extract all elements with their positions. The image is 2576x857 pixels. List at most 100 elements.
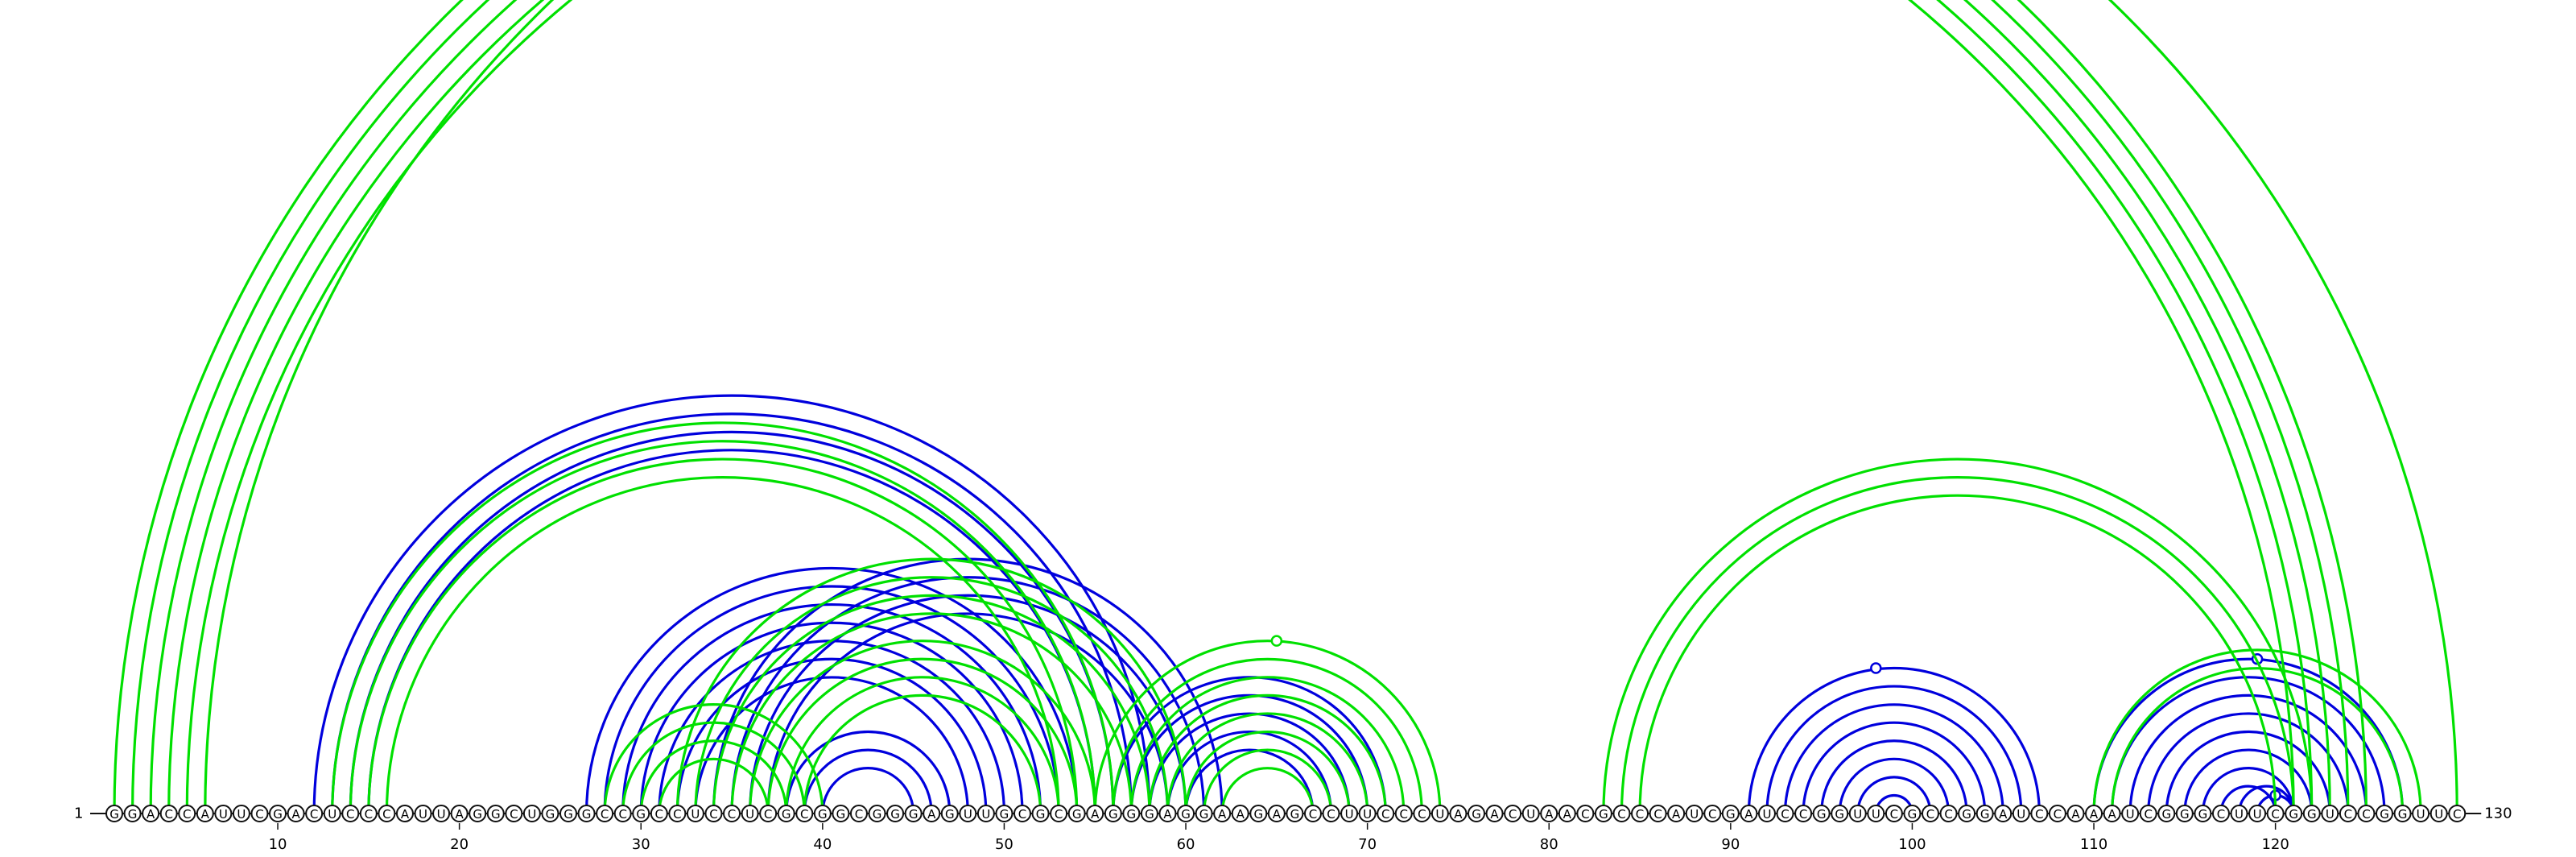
nucleotide: U: [1868, 805, 1884, 822]
nucleotide-letter: A: [1563, 807, 1572, 822]
nucleotide-letter: U: [219, 807, 228, 822]
nucleotide-letter: G: [1072, 807, 1082, 822]
nucleotide: C: [251, 805, 267, 822]
nucleotide-letter: G: [1599, 807, 1608, 822]
nucleotide-letter: U: [745, 807, 754, 822]
nucleotide-letter: G: [1253, 807, 1263, 822]
nucleotide: U: [960, 805, 976, 822]
nucleotide-letter: C: [1055, 807, 1063, 822]
nucleotide: G: [1723, 805, 1739, 822]
nucleotide: C: [1941, 805, 1957, 822]
nucleotide: U: [2249, 805, 2265, 822]
tick-label: 30: [632, 836, 650, 853]
nucleotide: G: [996, 805, 1012, 822]
nucleotide-letter: G: [890, 807, 900, 822]
nucleotide-letter: G: [636, 807, 646, 822]
nucleotide-letter: G: [873, 807, 882, 822]
base-pair-arc: [187, 0, 2293, 814]
nucleotide: G: [2304, 805, 2320, 822]
nucleotide-letter: G: [1199, 807, 1209, 822]
nucleotide: G: [542, 805, 558, 822]
nucleotide: G: [1286, 805, 1302, 822]
nucleotide: A: [1487, 805, 1503, 822]
nucleotide-letter: G: [1108, 807, 1118, 822]
nucleotide: C: [1922, 805, 1938, 822]
nucleotide-letter: C: [346, 807, 354, 822]
nucleotide-letter: G: [2398, 807, 2408, 822]
nucleotide-letter: G: [909, 807, 919, 822]
nucleotide: A: [197, 805, 213, 822]
nucleotide: C: [1396, 805, 1412, 822]
nucleotide: U: [1759, 805, 1775, 822]
nucleotide-letter: C: [183, 807, 191, 822]
nucleotide: C: [1414, 805, 1430, 822]
nucleotide-letter: G: [546, 807, 555, 822]
nucleotide-letter: C: [2344, 807, 2352, 822]
nucleotide-letter: U: [237, 807, 246, 822]
nucleotide: G: [1141, 805, 1158, 822]
nucleotide-letter: G: [1835, 807, 1844, 822]
nucleotide: C: [1632, 805, 1648, 822]
nucleotide-letter: C: [255, 807, 263, 822]
nucleotide-letter: G: [1962, 807, 1971, 822]
nucleotide: G: [270, 805, 286, 822]
nucleotide: A: [1559, 805, 1575, 822]
nucleotide: G: [1468, 805, 1484, 822]
nucleotide: C: [1795, 805, 1811, 822]
nucleotide-letter: G: [491, 807, 501, 822]
nucleotide-letter: A: [1490, 807, 1499, 822]
nucleotide: U: [687, 805, 704, 822]
nucleotide: G: [1959, 805, 1975, 822]
nucleotide: A: [2086, 805, 2102, 822]
nucleotide-letter: C: [1581, 807, 1589, 822]
nucleotide: A: [923, 805, 939, 822]
nucleotide-letter: U: [419, 807, 427, 822]
nucleotide-letter: C: [1926, 807, 1934, 822]
base-pair-arc: [350, 441, 1095, 814]
nucleotide-letter: A: [2107, 807, 2116, 822]
nucleotide-letter: C: [2217, 807, 2225, 822]
nucleotide-letter: G: [1817, 807, 1827, 822]
nucleotide: U: [1360, 805, 1376, 822]
nucleotide-letter: C: [1400, 807, 1408, 822]
nucleotide: U: [324, 805, 341, 822]
nucleotide-letter: G: [1127, 807, 1137, 822]
nucleotide: G: [1033, 805, 1049, 822]
tick-label: 20: [450, 836, 469, 853]
nucleotide-letter: C: [365, 807, 373, 822]
nucleotide: C: [2340, 805, 2356, 822]
nucleotide: G: [488, 805, 504, 822]
nucleotide: C: [851, 805, 867, 822]
nucleotide-letter: C: [510, 807, 518, 822]
nucleotide-letter: A: [1672, 807, 1681, 822]
base-pair-arc: [2149, 714, 2348, 814]
nucleotide-letter: A: [147, 807, 155, 822]
nucleotide-letter: G: [2161, 807, 2171, 822]
nucleotide: A: [1541, 805, 1557, 822]
nucleotide-letter: A: [927, 807, 936, 822]
nucleotide-letter: U: [1526, 807, 1535, 822]
nucleotide-letter: U: [1435, 807, 1444, 822]
nucleotide-letter: C: [1708, 807, 1716, 822]
nucleotide-letter: A: [1999, 807, 2008, 822]
nucleotide-letter: G: [1036, 807, 1046, 822]
nucleotide: G: [1178, 805, 1194, 822]
nucleotide: G: [1196, 805, 1212, 822]
nucleotide: G: [579, 805, 595, 822]
nucleotide-letter: G: [128, 807, 138, 822]
nucleotide-letter: A: [1218, 807, 1227, 822]
nucleotide: G: [1069, 805, 1085, 822]
nucleotide: C: [1014, 805, 1030, 822]
nucleotide: G: [2395, 805, 2411, 822]
nucleotide: C: [1377, 805, 1393, 822]
base-pair-arc: [114, 0, 2366, 814]
nucleotide-letter: G: [2198, 807, 2208, 822]
nucleotide-letter: C: [1509, 807, 1517, 822]
nucleotide: C: [1704, 805, 1720, 822]
nucleotide-letter: U: [981, 807, 990, 822]
nucleotide: G: [1596, 805, 1612, 822]
nucleotide-letter: U: [1762, 807, 1771, 822]
base-pair-arcs: [114, 0, 2457, 814]
nucleotide-letter: G: [2307, 807, 2317, 822]
nucleotide-letter: A: [201, 807, 210, 822]
